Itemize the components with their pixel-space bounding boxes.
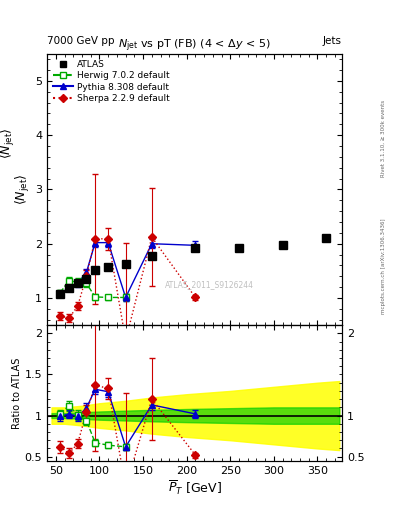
- Text: $\langle N_\mathrm{jet}\rangle$: $\langle N_\mathrm{jet}\rangle$: [0, 127, 17, 159]
- Y-axis label: Ratio to ATLAS: Ratio to ATLAS: [12, 357, 22, 429]
- Legend: ATLAS, Herwig 7.0.2 default, Pythia 8.308 default, Sherpa 2.2.9 default: ATLAS, Herwig 7.0.2 default, Pythia 8.30…: [51, 58, 171, 104]
- Text: Rivet 3.1.10, ≥ 300k events: Rivet 3.1.10, ≥ 300k events: [381, 100, 386, 177]
- Text: Jets: Jets: [323, 36, 342, 46]
- Y-axis label: $\langle N_\mathrm{jet}\rangle$: $\langle N_\mathrm{jet}\rangle$: [15, 174, 32, 205]
- X-axis label: $\overline{P}_T$ [GeV]: $\overline{P}_T$ [GeV]: [167, 478, 222, 497]
- Text: ATLAS_2011_S9126244: ATLAS_2011_S9126244: [165, 280, 254, 289]
- Text: 7000 GeV pp: 7000 GeV pp: [47, 36, 115, 46]
- Text: mcplots.cern.ch [arXiv:1306.3436]: mcplots.cern.ch [arXiv:1306.3436]: [381, 219, 386, 314]
- Title: $N_\mathrm{jet}$ vs pT (FB) (4 < $\Delta y$ < 5): $N_\mathrm{jet}$ vs pT (FB) (4 < $\Delta…: [118, 37, 271, 54]
